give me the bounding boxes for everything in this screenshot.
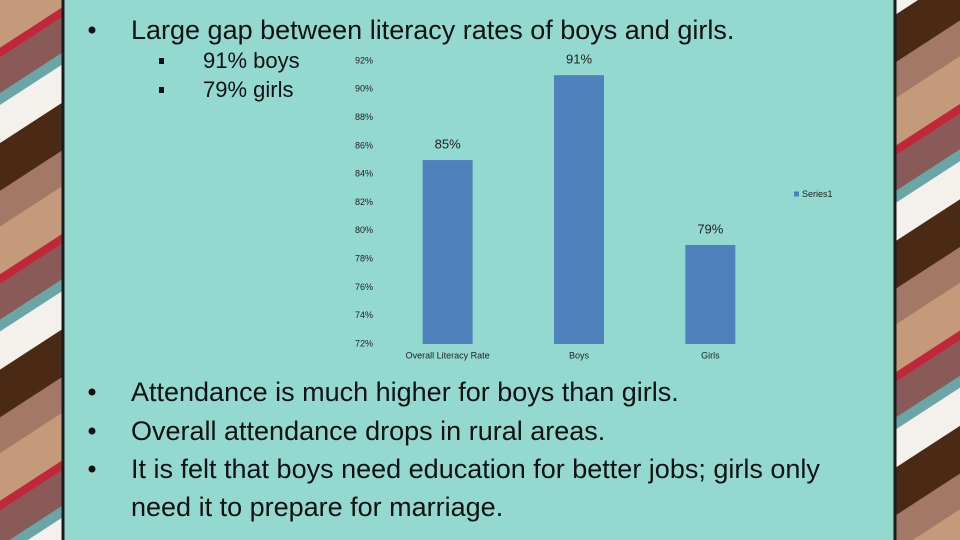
y-tick-label: 82% xyxy=(355,197,373,207)
legend-label: Series1 xyxy=(802,189,833,199)
bullet-text: Attendance is much higher for boys than … xyxy=(131,377,679,407)
y-tick-label: 92% xyxy=(355,55,373,65)
sub-bullet-text: 79% girls xyxy=(203,77,294,102)
bar xyxy=(685,244,736,344)
data-label: 85% xyxy=(435,136,461,151)
sub-bullet xyxy=(159,58,164,64)
sub-bullet xyxy=(159,87,164,93)
bar xyxy=(554,75,604,345)
bullet xyxy=(88,388,96,396)
y-tick-label: 74% xyxy=(355,310,373,320)
bar xyxy=(422,160,473,344)
x-tick-label: Girls xyxy=(701,350,720,360)
legend-swatch xyxy=(794,191,799,197)
data-label: 91% xyxy=(566,52,592,67)
bullet xyxy=(88,26,96,34)
y-tick-label: 86% xyxy=(355,140,373,150)
bullet-text: Overall attendance drops in rural areas. xyxy=(131,416,606,446)
content-panel xyxy=(61,0,897,540)
x-tick-label: Boys xyxy=(569,350,590,360)
y-tick-label: 80% xyxy=(355,225,373,235)
x-tick-label: Overall Literacy Rate xyxy=(406,350,490,360)
data-label: 79% xyxy=(697,221,723,236)
y-tick-label: 88% xyxy=(355,112,373,122)
sub-bullet-text: 91% boys xyxy=(203,48,300,73)
bullet xyxy=(88,427,96,435)
y-tick-label: 84% xyxy=(355,169,373,179)
y-tick-label: 72% xyxy=(355,338,373,348)
bullet-text: Large gap between literacy rates of boys… xyxy=(131,15,735,45)
y-tick-label: 76% xyxy=(355,282,373,292)
bullet-text: It is felt that boys need education for … xyxy=(131,454,820,522)
bullet xyxy=(88,465,96,473)
y-tick-label: 78% xyxy=(355,253,373,263)
y-tick-label: 90% xyxy=(355,84,373,94)
